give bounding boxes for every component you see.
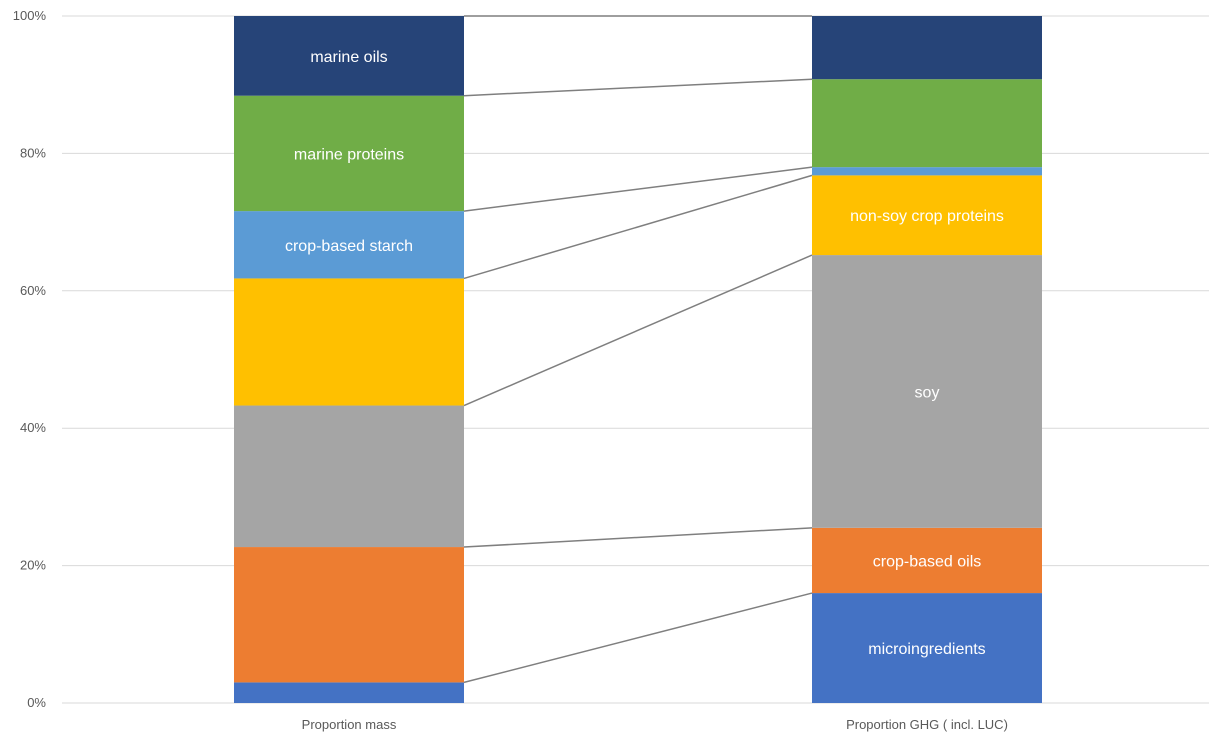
y-tick-label: 60% — [20, 283, 46, 298]
bars — [234, 16, 1042, 703]
y-tick-label: 20% — [20, 558, 46, 573]
y-axis-tick-labels: 0% 20% 40% 60% 80% 100% — [13, 8, 47, 710]
bar-segment-marine-oils — [812, 16, 1042, 80]
y-tick-label: 80% — [20, 145, 46, 160]
bar-segment-soy — [812, 255, 1042, 528]
bar-segment-marine-proteins — [234, 95, 464, 212]
bar-segment-non-soy-crop-proteins — [234, 278, 464, 406]
segment-label: marine proteins — [294, 146, 404, 163]
segment-label: crop-based oils — [873, 553, 982, 570]
series-connector-line — [463, 527, 813, 548]
bar-segment-crop-based-starch — [234, 211, 464, 279]
x-axis-category-labels: Proportion mass Proportion GHG ( incl. LU… — [302, 717, 1008, 732]
segment-label: marine oils — [310, 49, 387, 66]
bar-segment-microingredients — [234, 682, 464, 703]
bar-segment-microingredients — [812, 593, 1042, 703]
bar-segment-crop-based-oils — [812, 527, 1042, 594]
connector-lines — [463, 15, 813, 684]
y-tick-label: 0% — [27, 695, 46, 710]
series-connector-line — [463, 592, 813, 684]
segment-label: non-soy crop proteins — [850, 208, 1004, 225]
y-tick-label: 40% — [20, 420, 46, 435]
x-category-label: Proportion GHG ( incl. LUC) — [846, 717, 1008, 732]
segment-label: crop-based starch — [285, 238, 413, 255]
bar-segment-non-soy-crop-proteins — [812, 175, 1042, 256]
bar-segment-soy — [234, 405, 464, 548]
series-connector-line — [463, 166, 813, 212]
y-tick-label: 100% — [13, 8, 47, 23]
series-connector-line — [463, 78, 813, 97]
bar-segment-crop-based-starch — [812, 167, 1042, 176]
bar-segment-marine-oils — [234, 16, 464, 96]
segment-label: microingredients — [868, 641, 985, 658]
series-connector-line — [463, 254, 813, 407]
bar-segment-crop-based-oils — [234, 547, 464, 683]
segment-label: soy — [915, 384, 940, 401]
segment-labels: microingredients crop-based oils soy non-so… — [285, 49, 1004, 658]
x-category-label: Proportion mass — [302, 717, 397, 732]
bar-segment-marine-proteins — [812, 79, 1042, 168]
series-connector-line — [463, 174, 813, 280]
